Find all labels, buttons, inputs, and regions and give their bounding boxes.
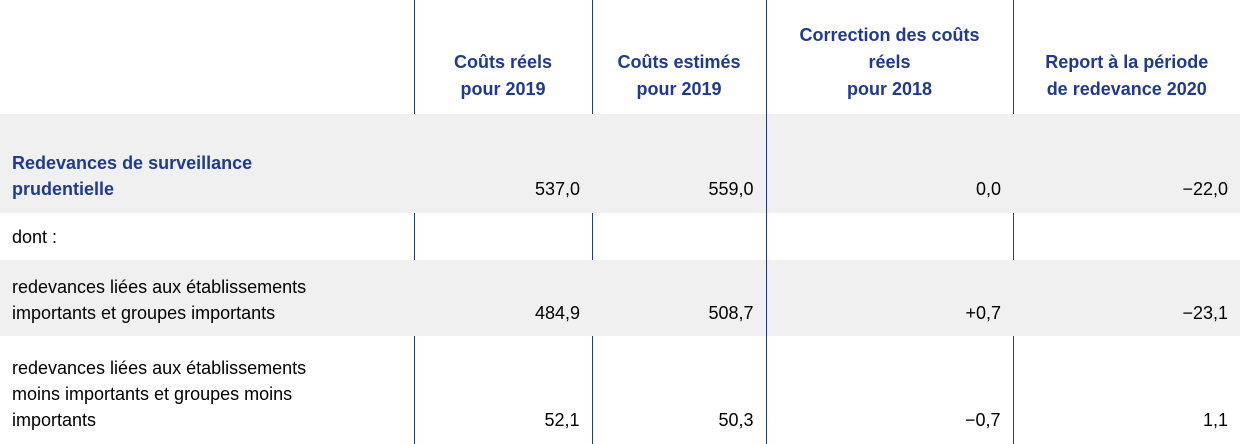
header-estimated-2019: Coûts estimés pour 2019 [591, 0, 766, 114]
cell-carry-2020 [1012, 213, 1240, 260]
cell-correction-2018: +0,7 [765, 260, 1013, 336]
row-label: redevances liées aux établissements impo… [0, 260, 414, 336]
row-label-line: redevances liées aux établissements [12, 277, 307, 297]
cell-correction-2018 [765, 213, 1013, 260]
header-correction-2018-line-2: réels [868, 52, 911, 72]
header-actual-2019-line-2: pour 2019 [460, 79, 546, 99]
header-carry-2020: Report à la période de redevance 2020 [1012, 0, 1240, 114]
cell-carry-2020: −22,0 [1013, 114, 1240, 213]
header-row: Coûts réels pour 2019 Coûts estimés pour… [0, 0, 1240, 114]
cell-estimated-2019: 508,7 [592, 260, 766, 336]
cell-actual-2019: 537,0 [414, 114, 592, 213]
row-label: dont : [0, 213, 414, 260]
header-empty [0, 0, 414, 114]
row-label-line: Redevances de surveillance [12, 153, 253, 173]
cell-actual-2019 [413, 213, 592, 260]
cell-correction-2018: −0,7 [765, 336, 1013, 444]
table-row: Redevances de surveillance prudentielle … [0, 114, 1240, 213]
cell-estimated-2019 [591, 213, 766, 260]
cell-actual-2019: 52,1 [413, 336, 592, 444]
table-row: redevances liées aux établissements impo… [0, 260, 1240, 336]
header-carry-2020-line-1: Report à la période [1045, 52, 1209, 72]
header-actual-2019: Coûts réels pour 2019 [413, 0, 592, 114]
row-label-line: dont : [12, 227, 58, 247]
cell-actual-2019: 484,9 [414, 260, 592, 336]
header-estimated-2019-line-2: pour 2019 [636, 79, 722, 99]
header-correction-2018-line-3: pour 2018 [846, 79, 933, 99]
table-row: dont : [0, 213, 1240, 260]
cell-carry-2020: −23,1 [1013, 260, 1240, 336]
row-label-line: redevances liées aux établissements [12, 358, 307, 378]
table-row: redevances liées aux établissements moin… [0, 336, 1240, 444]
cell-correction-2018: 0,0 [765, 114, 1013, 213]
cell-estimated-2019: 50,3 [591, 336, 766, 444]
row-label-line: moins importants et groupes moins [12, 384, 293, 404]
header-correction-2018: Correction des coûts réels pour 2018 [765, 0, 1013, 114]
row-label-line: importants [12, 410, 97, 430]
row-label: redevances liées aux établissements moin… [0, 336, 414, 444]
header-estimated-2019-line-1: Coûts estimés [617, 52, 741, 72]
row-label-line: importants et groupes importants [12, 303, 276, 323]
cell-estimated-2019: 559,0 [592, 114, 766, 213]
cell-carry-2020: 1,1 [1012, 336, 1240, 444]
header-correction-2018-line-1: Correction des coûts [799, 25, 980, 45]
header-carry-2020-line-2: de redevance 2020 [1046, 79, 1207, 99]
row-label: Redevances de surveillance prudentielle [0, 114, 414, 213]
row-label-line: prudentielle [12, 179, 115, 199]
header-actual-2019-line-1: Coûts réels [453, 52, 553, 72]
